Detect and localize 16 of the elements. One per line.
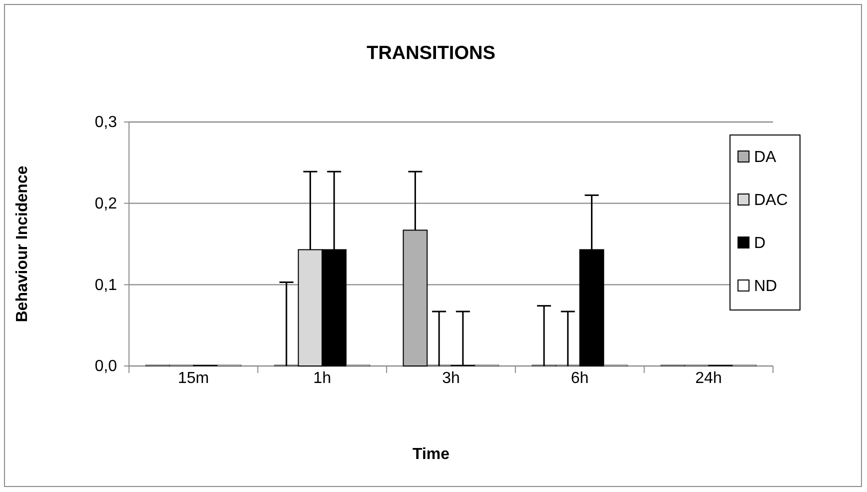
legend-label: D: [754, 235, 766, 252]
x-tick-label: 6h: [570, 370, 589, 387]
legend-label: DA: [754, 149, 777, 166]
x-tick-label: 3h: [442, 370, 460, 387]
x-tick-label: 15m: [178, 370, 209, 387]
y-tick-label: 0,2: [94, 195, 118, 212]
x-tick-label: 24h: [695, 370, 722, 387]
y-axis-title: Behaviour Incidence: [14, 166, 31, 322]
y-tick-label: 0,3: [94, 114, 118, 132]
y-tick-label: 0,1: [94, 276, 118, 294]
chart-title: TRANSITIONS: [366, 43, 496, 64]
x-axis-title: Time: [412, 446, 450, 463]
y-tick-label: 0,0: [94, 358, 118, 376]
legend-label: DAC: [754, 192, 788, 209]
x-tick-label: 1h: [313, 370, 332, 387]
legend-label: ND: [754, 278, 778, 295]
